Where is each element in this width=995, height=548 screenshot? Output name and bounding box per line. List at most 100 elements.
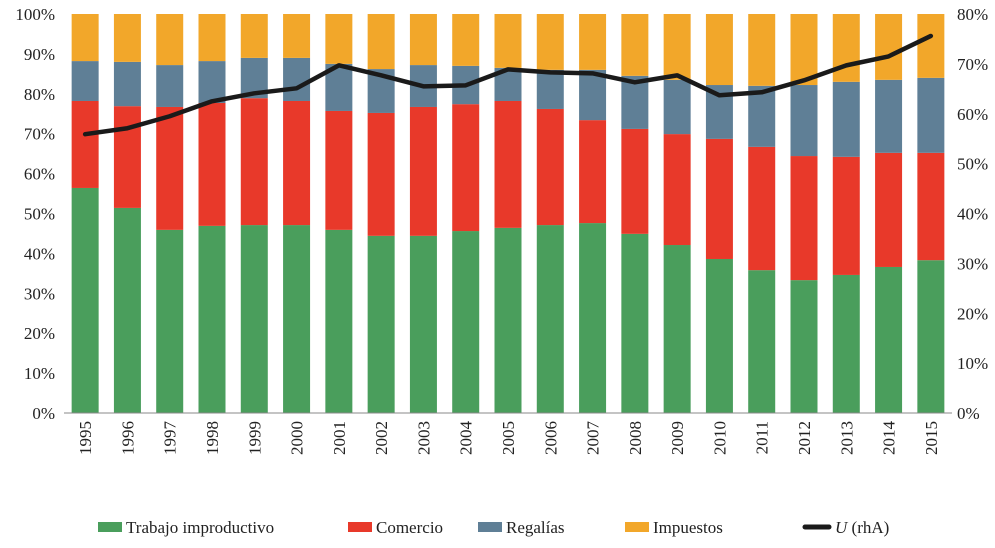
right-y-tick-label: 30%	[957, 254, 988, 273]
bar-trabajo-improductivo-2001	[325, 230, 352, 413]
bar-trabajo-improductivo-2014	[875, 267, 902, 413]
bar-trabajo-improductivo-2006	[537, 225, 564, 413]
bar-trabajo-improductivo-2000	[283, 225, 310, 413]
legend-label: Comercio	[376, 518, 443, 537]
left-y-tick-label: 30%	[24, 284, 55, 303]
bar-comercio-2014	[875, 153, 902, 267]
left-y-tick-label: 0%	[32, 404, 55, 423]
bar-trabajo-improductivo-2013	[833, 275, 860, 413]
x-tick-label: 2008	[626, 421, 645, 455]
bar-impuestos-2015	[917, 14, 944, 78]
bar-trabajo-improductivo-2004	[452, 231, 479, 413]
right-y-tick-label: 40%	[957, 205, 988, 224]
bar-regalías-2014	[875, 80, 902, 153]
x-tick-label: 2014	[880, 421, 899, 456]
right-y-tick-label: 80%	[957, 5, 988, 24]
right-y-tick-label: 0%	[957, 404, 980, 423]
right-y-tick-label: 70%	[957, 55, 988, 74]
bar-impuestos-2009	[664, 14, 691, 80]
x-tick-label: 2013	[837, 421, 856, 455]
bar-comercio-1998	[199, 103, 226, 226]
bar-comercio-2007	[579, 120, 606, 223]
bar-impuestos-1997	[156, 14, 183, 65]
legend-swatch-3	[625, 522, 649, 532]
x-tick-label: 1995	[76, 421, 95, 455]
bar-comercio-1995	[72, 101, 99, 188]
bar-impuestos-2004	[452, 14, 479, 66]
x-tick-label: 1999	[245, 421, 264, 455]
bar-comercio-2000	[283, 101, 310, 225]
bar-trabajo-improductivo-1996	[114, 208, 141, 413]
bar-impuestos-2014	[875, 14, 902, 80]
left-y-tick-label: 50%	[24, 205, 55, 224]
x-tick-label: 1996	[118, 421, 137, 455]
x-tick-label: 2002	[372, 421, 391, 455]
bar-regalías-2006	[537, 70, 564, 109]
bar-regalías-2012	[791, 85, 818, 156]
bar-comercio-2015	[917, 153, 944, 260]
bar-comercio-1999	[241, 98, 268, 225]
right-y-tick-label: 50%	[957, 155, 988, 174]
bar-trabajo-improductivo-2015	[917, 260, 944, 413]
x-tick-label: 2007	[584, 421, 603, 456]
bar-regalías-2009	[664, 80, 691, 134]
x-tick-label: 2004	[457, 421, 476, 456]
bar-trabajo-improductivo-2008	[621, 234, 648, 413]
bar-impuestos-2010	[706, 14, 733, 85]
left-y-tick-label: 40%	[24, 244, 55, 263]
left-y-tick-label: 60%	[24, 165, 55, 184]
bar-trabajo-improductivo-2009	[664, 245, 691, 413]
bar-impuestos-2007	[579, 14, 606, 70]
bar-comercio-2010	[706, 139, 733, 259]
bar-impuestos-2013	[833, 14, 860, 82]
bar-comercio-2013	[833, 157, 860, 275]
bar-regalías-1997	[156, 65, 183, 107]
bar-trabajo-improductivo-2005	[495, 228, 522, 413]
bar-trabajo-improductivo-2002	[368, 236, 395, 413]
legend-swatch-0	[98, 522, 122, 532]
x-tick-label: 2009	[668, 421, 687, 455]
x-tick-label: 2005	[499, 421, 518, 455]
bar-comercio-1996	[114, 106, 141, 208]
x-tick-label: 2001	[330, 421, 349, 455]
bar-comercio-2003	[410, 107, 437, 236]
bar-comercio-2012	[791, 156, 818, 280]
x-tick-label: 2011	[753, 421, 772, 454]
legend-label-u-rest: (rhA)	[847, 518, 889, 537]
bar-regalías-2015	[917, 78, 944, 153]
legend-label: Impuestos	[653, 518, 723, 537]
legend-label-u: U (rhA)	[835, 518, 889, 537]
bar-comercio-2001	[325, 111, 352, 230]
legend-label: Regalías	[506, 518, 565, 537]
left-y-tick-label: 20%	[24, 324, 55, 343]
bar-comercio-2009	[664, 134, 691, 245]
x-tick-label: 2015	[922, 421, 941, 455]
bar-regalías-2013	[833, 82, 860, 157]
bar-trabajo-improductivo-1999	[241, 225, 268, 413]
bar-comercio-2004	[452, 104, 479, 231]
bar-regalías-2000	[283, 58, 310, 101]
left-y-tick-label: 10%	[24, 364, 55, 383]
legend-label: Trabajo improductivo	[126, 518, 274, 537]
bar-impuestos-1996	[114, 14, 141, 62]
right-y-tick-label: 60%	[957, 105, 988, 124]
bar-impuestos-2002	[368, 14, 395, 69]
bar-impuestos-1995	[72, 14, 99, 61]
bar-impuestos-2012	[791, 14, 818, 85]
bar-comercio-1997	[156, 107, 183, 230]
bar-trabajo-improductivo-2011	[748, 270, 775, 413]
x-tick-label: 2003	[414, 421, 433, 455]
bar-trabajo-improductivo-1995	[72, 188, 99, 413]
bar-impuestos-1998	[199, 14, 226, 61]
legend: Trabajo improductivo Comercio Regalías Impu…	[98, 518, 889, 537]
bars-layer	[72, 14, 945, 413]
right-y-tick-label: 10%	[957, 354, 988, 373]
bar-trabajo-improductivo-2010	[706, 259, 733, 413]
left-y-tick-label: 80%	[24, 85, 55, 104]
bar-regalías-1998	[199, 61, 226, 103]
left-y-tick-label: 100%	[15, 5, 55, 24]
bar-comercio-2002	[368, 113, 395, 236]
bar-impuestos-2000	[283, 14, 310, 58]
bar-regalías-1996	[114, 62, 141, 106]
